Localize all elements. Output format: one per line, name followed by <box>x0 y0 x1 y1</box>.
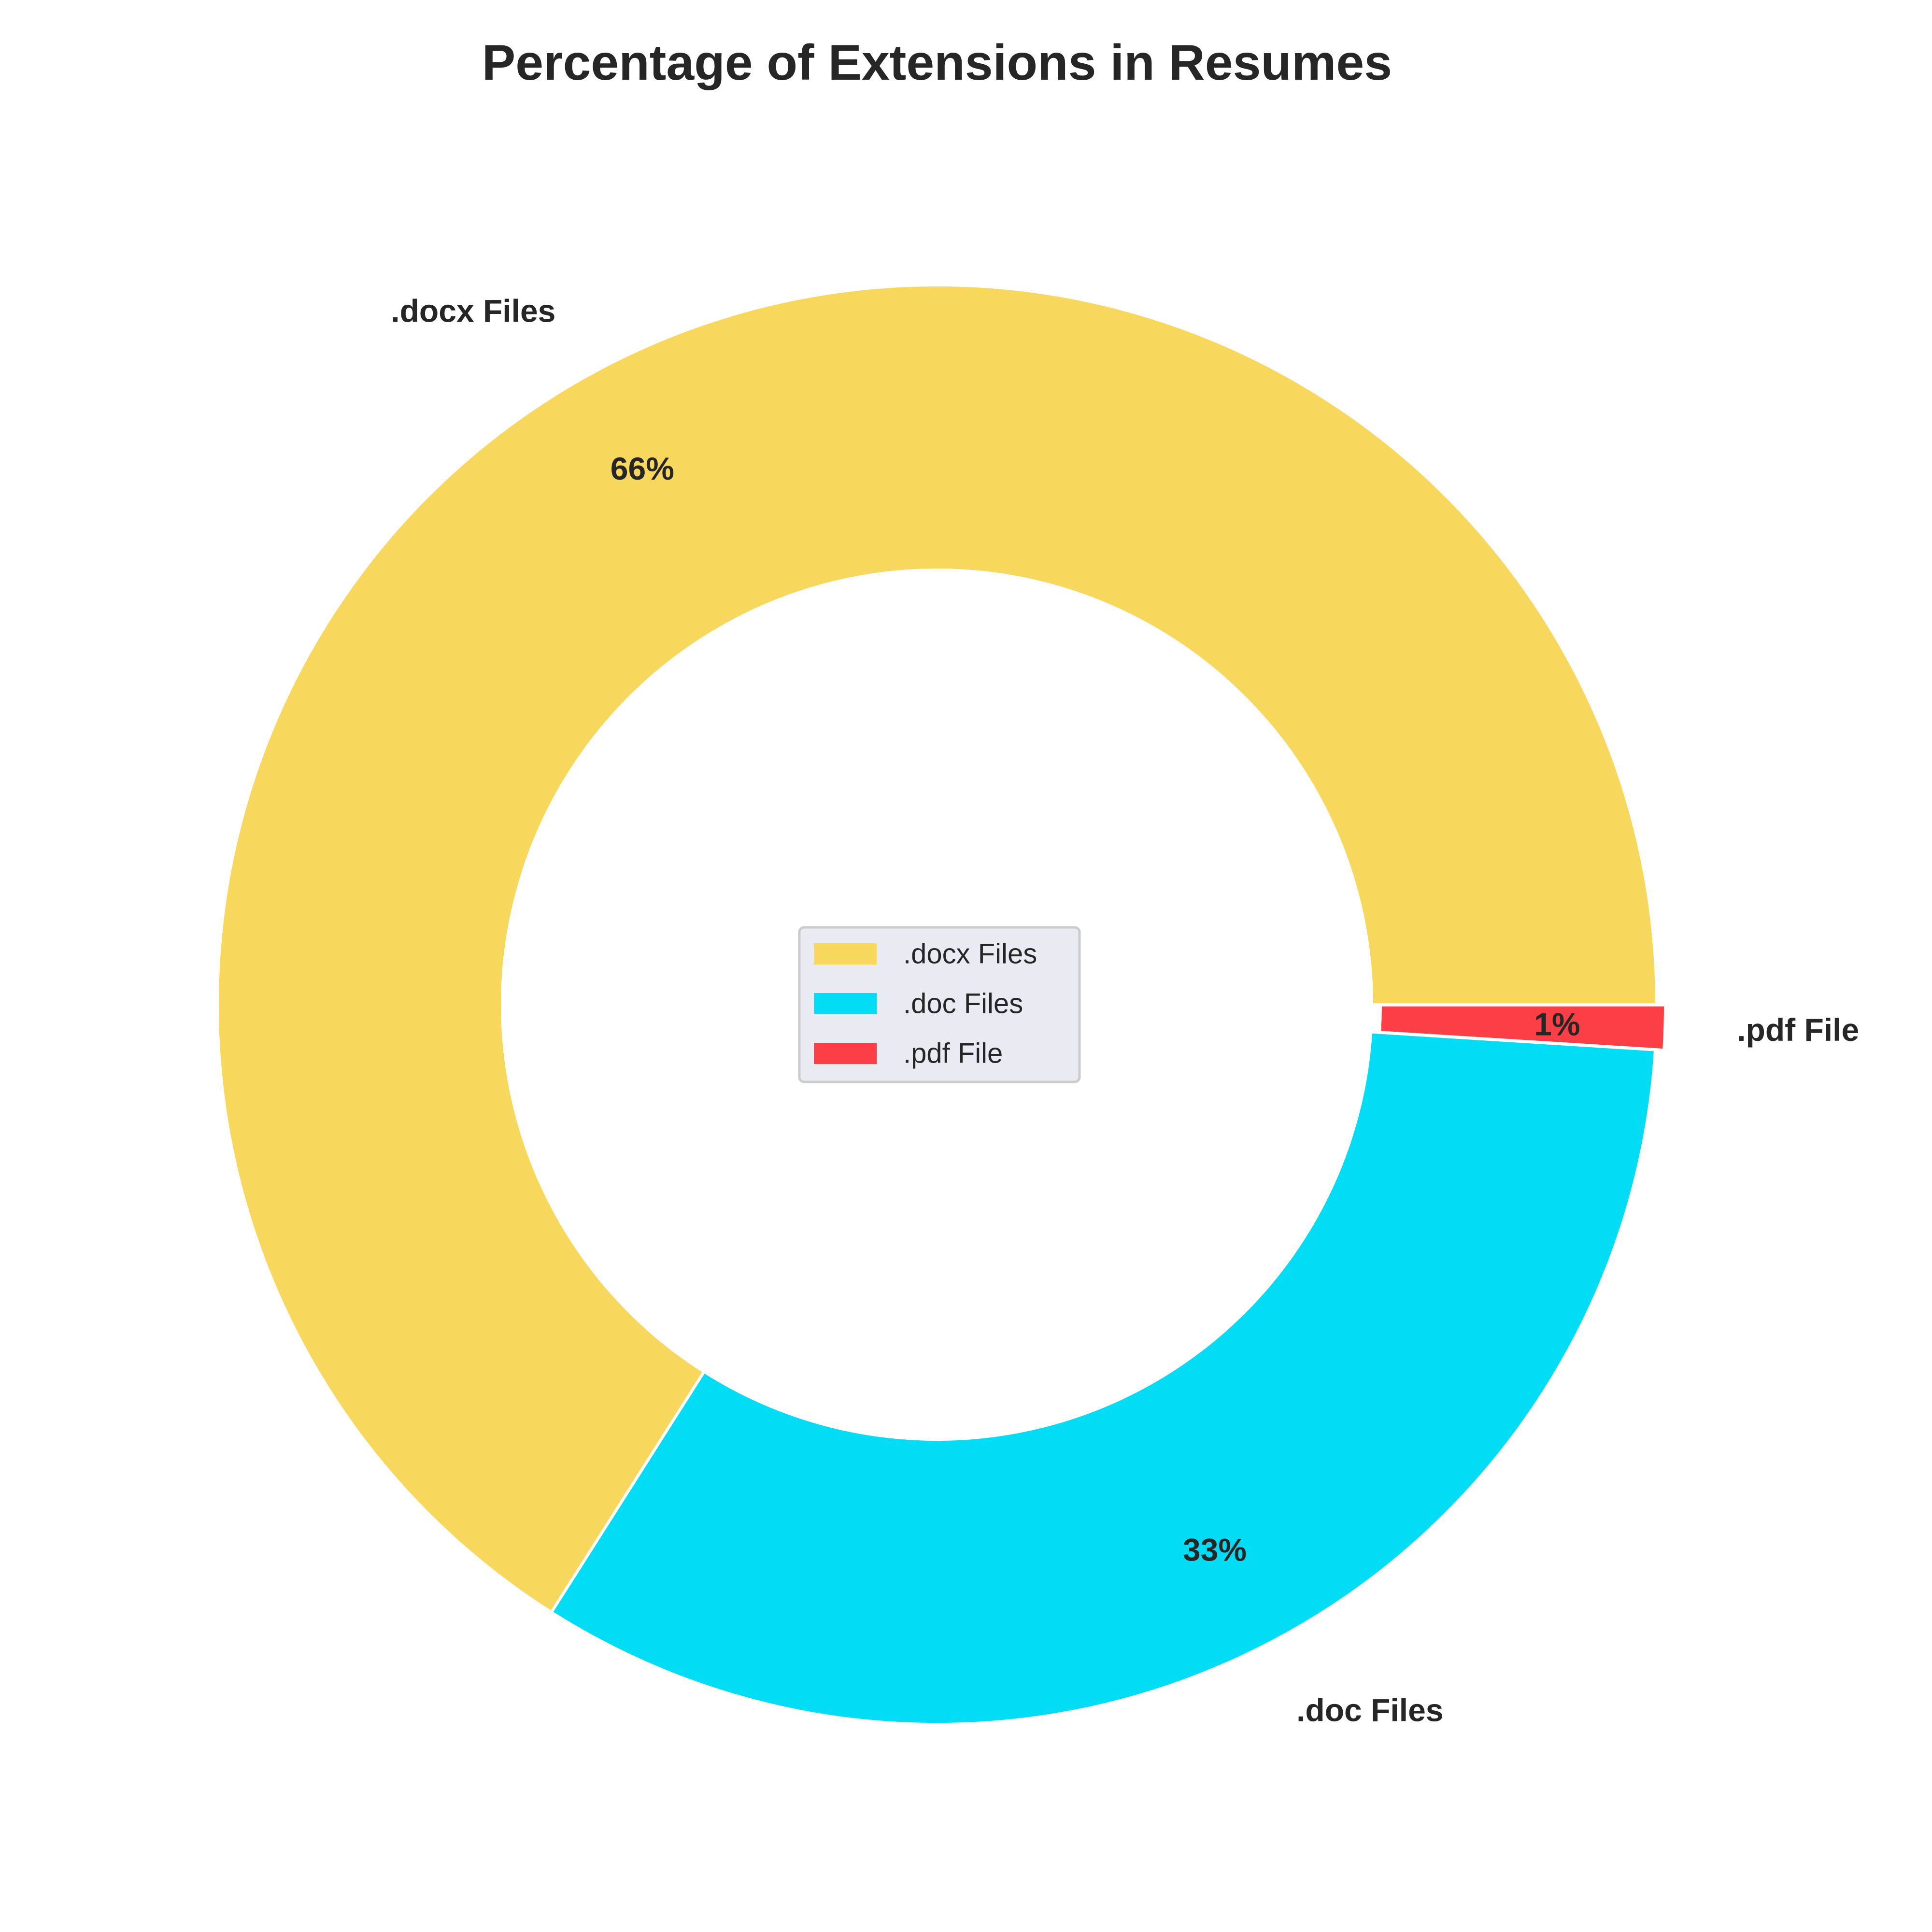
slice-labels-group: 66% .docx Files 33% .doc Files 1% .pdf File <box>391 293 1859 1728</box>
pct-label-docx-files: 66% <box>611 451 674 486</box>
category-label-doc-files: .doc Files <box>1296 1692 1443 1728</box>
category-label-docx-files: .docx Files <box>391 293 555 329</box>
pct-label-doc-files: 33% <box>1183 1532 1247 1567</box>
slice-docx-files <box>216 284 1659 1615</box>
legend-label-docx-files: .docx Files <box>903 938 1037 970</box>
legend-swatch-pdf-file <box>814 1043 877 1064</box>
chart-title: Percentage of Extensions in Resumes <box>482 35 1392 91</box>
slice-doc-files <box>549 1030 1657 1726</box>
legend-swatch-docx-files <box>814 943 877 965</box>
slices-group <box>216 284 1667 1726</box>
slice-pdf-file <box>1378 1003 1667 1052</box>
legend-swatch-doc-files <box>814 993 877 1014</box>
legend-label-doc-files: .doc Files <box>903 988 1023 1020</box>
pct-label-pdf-file: 1% <box>1534 1006 1580 1042</box>
legend: .docx Files .doc Files .pdf File <box>798 926 1081 1083</box>
legend-label-pdf-file: .pdf File <box>903 1038 1003 1069</box>
category-label-pdf-file: .pdf File <box>1737 1012 1859 1048</box>
